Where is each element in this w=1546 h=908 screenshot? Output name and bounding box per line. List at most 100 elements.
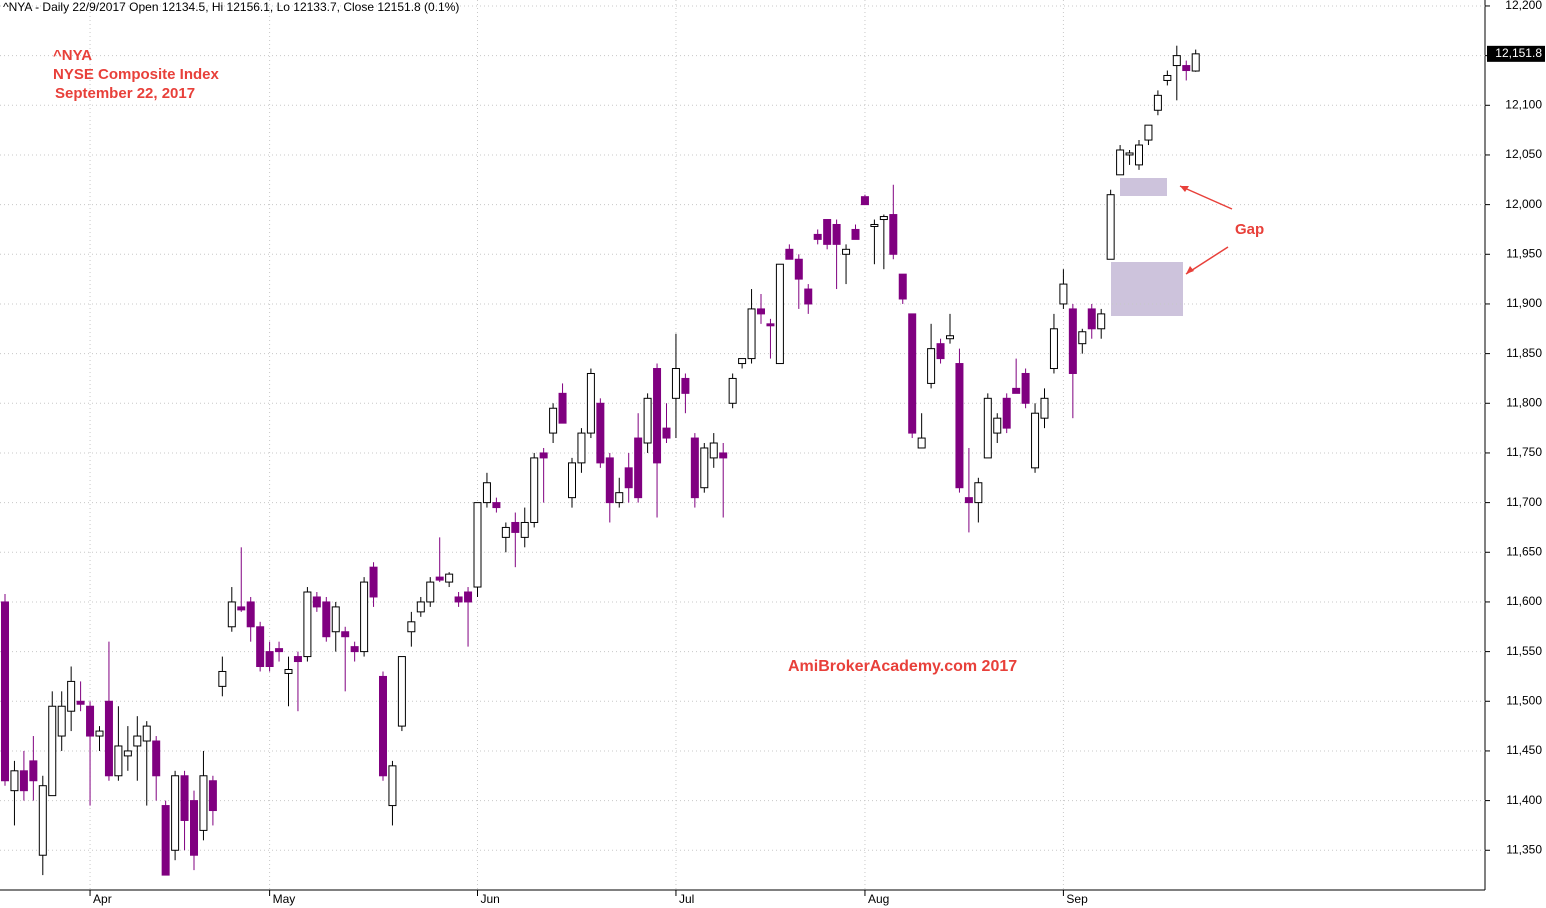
candle-body <box>520 521 529 538</box>
candle-body <box>511 521 520 533</box>
candle-body <box>57 705 66 737</box>
candle-body <box>889 214 898 255</box>
last-price-box <box>1487 45 1545 62</box>
arrow-head <box>1186 266 1194 274</box>
candle-body <box>700 447 709 489</box>
candle-body <box>293 656 302 663</box>
candle-body <box>1144 124 1153 141</box>
candle-body <box>435 576 444 581</box>
candle-body <box>227 601 236 628</box>
candle-body <box>1135 144 1143 166</box>
chart-date: September 22, 2017 <box>55 85 195 102</box>
y-tick-label: 12,050 <box>1505 147 1542 161</box>
candle-body <box>955 363 964 489</box>
arrow <box>1179 185 1233 210</box>
candle-body <box>388 765 397 807</box>
candle-body <box>1040 397 1049 419</box>
candle-body <box>908 313 917 434</box>
y-tick-label: 11,850 <box>1506 346 1542 360</box>
candle-body <box>1097 313 1106 330</box>
candle-body <box>265 651 274 668</box>
candle-body <box>1 601 9 782</box>
candle-body <box>596 402 605 464</box>
candle-body <box>681 377 690 394</box>
gap-box <box>1111 262 1183 316</box>
candle-body <box>142 725 151 742</box>
candle-body <box>1116 149 1125 176</box>
y-tick-label: 11,800 <box>1506 395 1542 409</box>
y-tick-label: 11,500 <box>1506 693 1542 707</box>
candle-body <box>95 730 104 737</box>
x-tick-label: Sep <box>1066 892 1088 906</box>
candle-body <box>1153 94 1162 111</box>
chart-subtitle: NYSE Composite Index <box>53 66 220 83</box>
candle-body <box>360 581 369 653</box>
y-tick-label: 11,350 <box>1506 842 1542 856</box>
candle-body <box>1182 65 1191 72</box>
candle-body <box>48 705 57 797</box>
candle-body <box>964 497 973 504</box>
candle-body <box>898 273 907 300</box>
y-tick-label: 11,550 <box>1506 644 1542 658</box>
candle-body <box>246 601 255 628</box>
candle-body <box>331 606 340 633</box>
arrow-head <box>1180 186 1189 192</box>
candle-body <box>1163 74 1172 81</box>
y-tick-label: 12,000 <box>1505 197 1542 211</box>
candle-body <box>86 705 95 737</box>
candle-body <box>823 219 832 245</box>
candle-body <box>104 700 113 777</box>
candle-body <box>426 581 435 603</box>
y-tick-label: 11,400 <box>1506 793 1542 807</box>
candle-body <box>199 775 208 831</box>
candle-body <box>870 223 879 227</box>
candle-body <box>29 760 38 782</box>
candle-body <box>312 596 321 608</box>
candle-body <box>738 358 747 365</box>
chart-title: ^NYA <box>53 47 92 64</box>
candle-body <box>152 740 161 777</box>
candle-body <box>38 785 47 856</box>
candle-body <box>123 750 132 757</box>
candle-body <box>993 417 1002 434</box>
candle-body <box>757 308 765 315</box>
candle-body <box>161 805 170 876</box>
candle-body <box>501 526 510 538</box>
candle-body <box>76 700 85 705</box>
candle-body <box>454 596 463 603</box>
annotation: Gap <box>1235 221 1264 238</box>
candle-body <box>1002 397 1011 429</box>
candle-body <box>1068 308 1077 374</box>
candle-body <box>605 457 614 504</box>
candle-body <box>643 397 652 444</box>
candle-body <box>728 377 737 404</box>
candle-body <box>1106 194 1115 260</box>
candle-body <box>1012 387 1021 394</box>
candle-body <box>322 601 331 638</box>
last-price-label: 12,151.8 <box>1495 46 1542 60</box>
candle-body <box>539 452 548 459</box>
candle-body <box>917 437 926 449</box>
y-tick-label: 11,750 <box>1506 445 1542 459</box>
candle-body <box>397 656 406 727</box>
y-tick-label: 12,100 <box>1505 97 1542 111</box>
candle-body <box>747 308 756 360</box>
candle-body <box>860 196 869 206</box>
candle-body <box>832 223 841 245</box>
candle-body <box>785 248 794 260</box>
watermark: AmiBrokerAcademy.com 2017 <box>788 658 1017 675</box>
y-tick-label: 11,600 <box>1506 594 1542 608</box>
candle-body <box>341 631 350 638</box>
candle-body <box>558 392 567 424</box>
candle-body <box>775 263 784 365</box>
candle-body <box>482 482 491 504</box>
candle-body <box>936 343 945 360</box>
candle-body <box>473 502 482 588</box>
x-tick-label: Apr <box>93 892 112 906</box>
candle-body <box>275 648 284 653</box>
candle-body <box>946 335 954 340</box>
candle-body <box>690 437 699 499</box>
candle-body <box>464 591 473 603</box>
gap-box <box>1120 178 1167 196</box>
